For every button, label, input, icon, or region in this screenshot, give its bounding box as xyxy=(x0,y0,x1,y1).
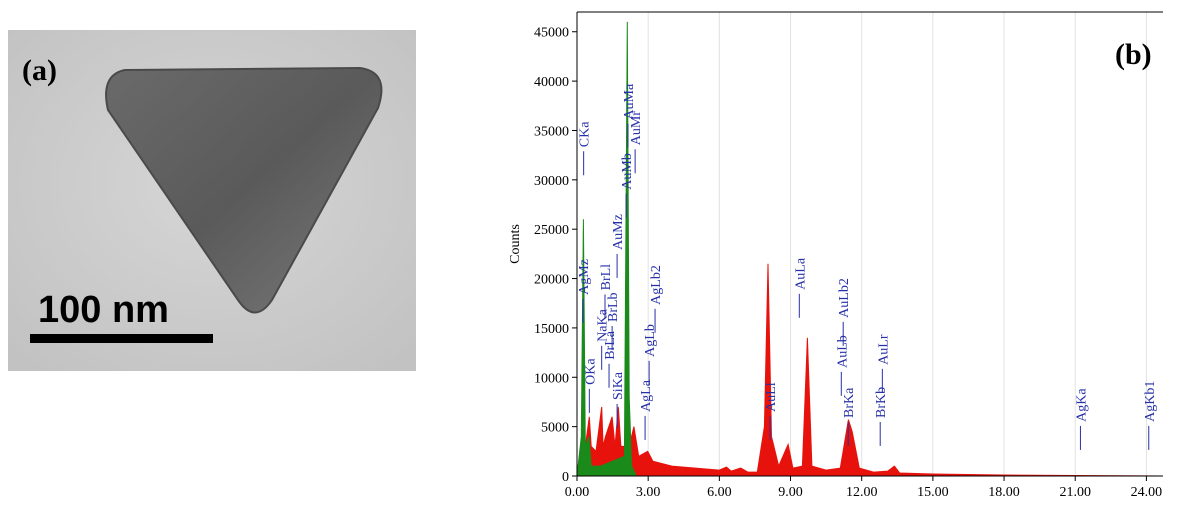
peak-label: NaKa xyxy=(596,308,611,341)
panel-label: (a) xyxy=(22,54,57,87)
peak-label: AuMz xyxy=(611,214,626,250)
peak-label: AuLa xyxy=(793,257,808,290)
scale-bar-label: 100 nm xyxy=(38,289,169,331)
x-tick-label: 3.00 xyxy=(636,485,661,500)
panel-a: (a) 100 nm xyxy=(8,30,416,371)
y-tick-label: 40000 xyxy=(534,75,569,90)
spectrum xyxy=(576,263,1164,477)
y-tick-label: 0 xyxy=(562,470,569,485)
peak-label: AuMa xyxy=(622,83,637,120)
peak-label: SiKa xyxy=(611,371,626,400)
peak-label: BrLb xyxy=(606,292,621,322)
peak-label: AuLl xyxy=(764,382,779,412)
y-tick-label: 25000 xyxy=(534,223,569,238)
x-tick-label: 9.00 xyxy=(778,485,803,500)
y-tick-label: 35000 xyxy=(534,124,569,139)
peak-label: AuLb xyxy=(835,335,850,368)
peak-label: AuMr xyxy=(629,111,644,146)
peak-label: CKa xyxy=(578,121,593,147)
spectrum xyxy=(576,21,638,477)
scale-bar xyxy=(30,334,213,343)
x-tick-label: 6.00 xyxy=(707,485,732,500)
y-tick-label: 30000 xyxy=(534,174,569,189)
y-tick-label: 15000 xyxy=(534,322,569,337)
peak-label: AuMb xyxy=(620,153,635,190)
peak-label: AgLb xyxy=(643,324,658,357)
peak-label: AgMz xyxy=(577,259,592,295)
peak-label: AgLa xyxy=(639,379,654,412)
x-tick-label: 24.00 xyxy=(1131,485,1163,500)
panel-label: (b) xyxy=(1115,38,1152,71)
x-tick-label: 12.00 xyxy=(846,485,878,500)
peak-label: AuLr xyxy=(876,334,891,365)
peak-label: AgLb2 xyxy=(649,265,664,305)
y-axis-label: Counts xyxy=(508,224,523,264)
x-tick-label: 15.00 xyxy=(917,485,949,500)
peak-label: BrKb xyxy=(874,387,889,418)
peak-label: BrKa xyxy=(842,387,857,418)
peak-label: OKa xyxy=(583,358,598,385)
peak-label: AgKa xyxy=(1074,388,1089,422)
x-tick-label: 18.00 xyxy=(988,485,1020,500)
panel-b: 0.00 3.00 6.00 9.00 12.00 15.00 18.00 21.00 24.0… xyxy=(508,11,1164,500)
x-tick-label: 21.00 xyxy=(1059,485,1091,500)
y-tick-label: 45000 xyxy=(534,26,569,41)
y-tick-label: 10000 xyxy=(534,371,569,386)
peak-label: BrLl xyxy=(599,264,614,291)
peak-label: AuLb2 xyxy=(837,278,852,318)
x-tick-label: 0.00 xyxy=(565,485,590,500)
nanoprism xyxy=(105,66,383,314)
peak-label: AgKb1 xyxy=(1143,381,1158,422)
peak-label: BrLa xyxy=(603,330,618,360)
y-tick-label: 5000 xyxy=(541,421,569,436)
y-tick-label: 20000 xyxy=(534,273,569,288)
